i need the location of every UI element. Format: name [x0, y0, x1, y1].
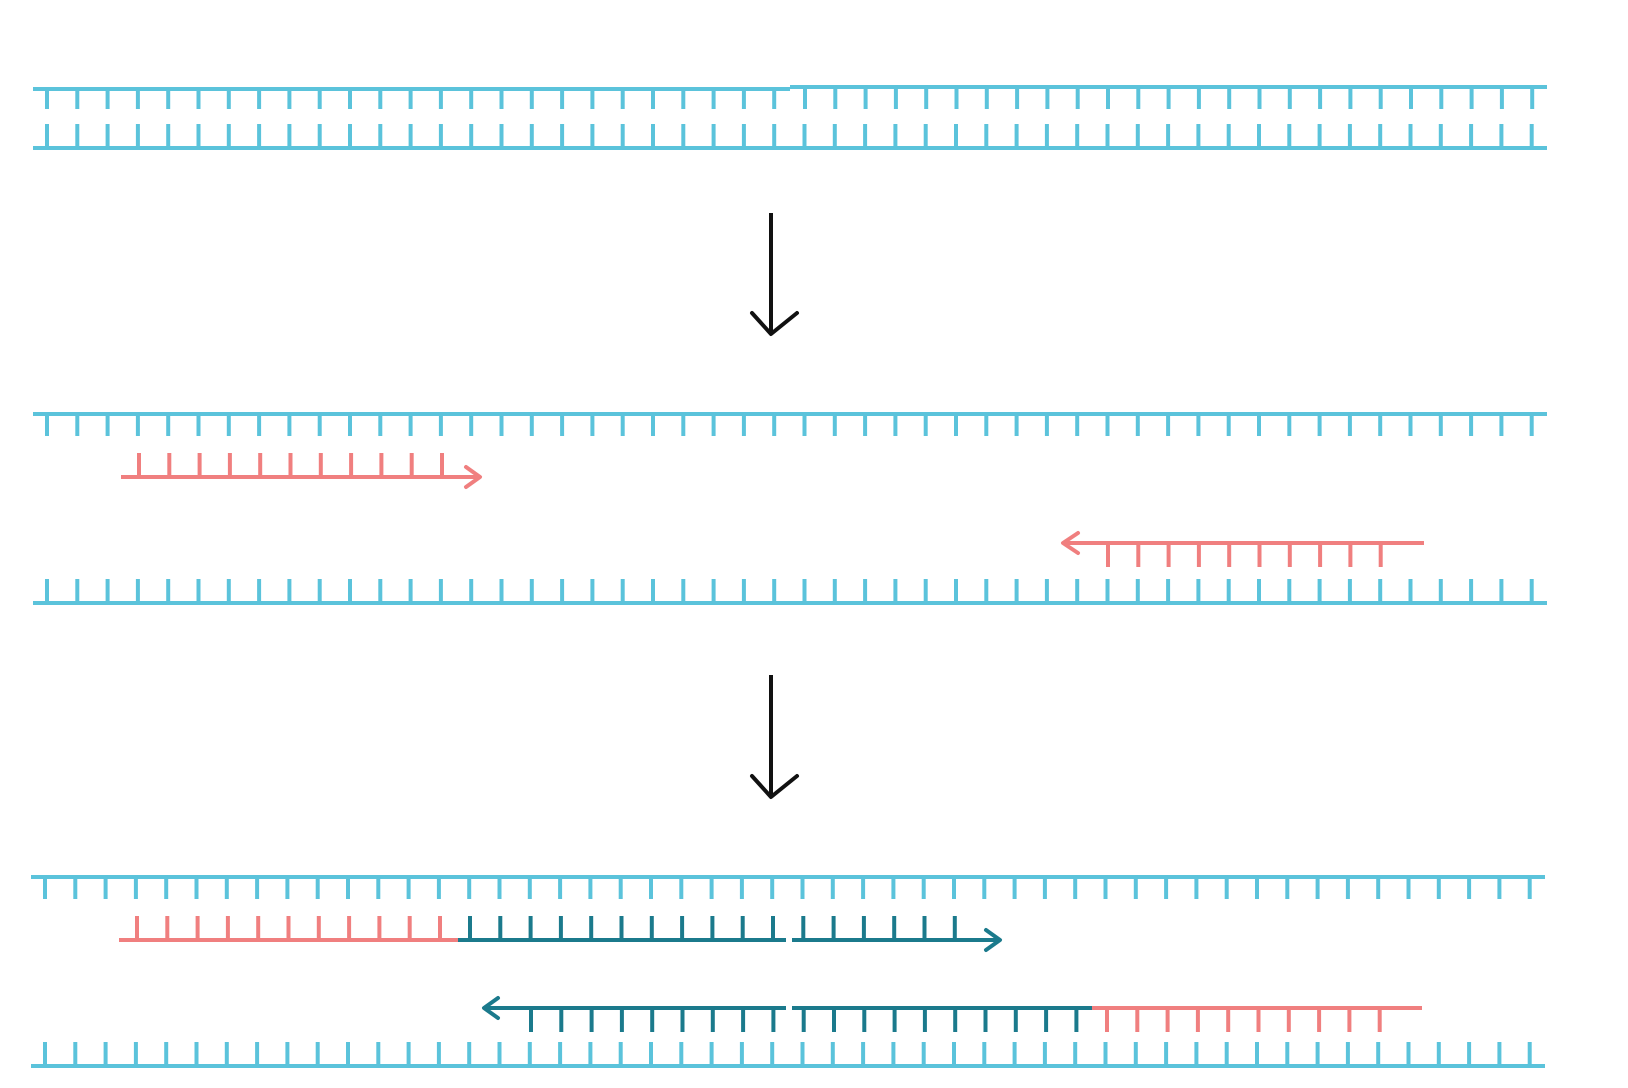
forward-extension-arrowhead	[984, 928, 1002, 952]
stage-denatured-with-primers	[33, 412, 1547, 605]
step-down-arrow-icon-1	[750, 213, 799, 336]
forward-primer-arrowhead	[464, 465, 482, 489]
down-arrow-head	[750, 311, 799, 336]
step-down-arrow-icon-2	[750, 675, 799, 799]
stage-double-stranded-dna	[33, 85, 1547, 150]
stage-primer-extension	[31, 875, 1545, 1068]
reverse-primer-arrowhead	[1061, 531, 1080, 555]
down-arrow-head	[750, 774, 799, 799]
reverse-extension-arrowhead	[482, 996, 500, 1020]
